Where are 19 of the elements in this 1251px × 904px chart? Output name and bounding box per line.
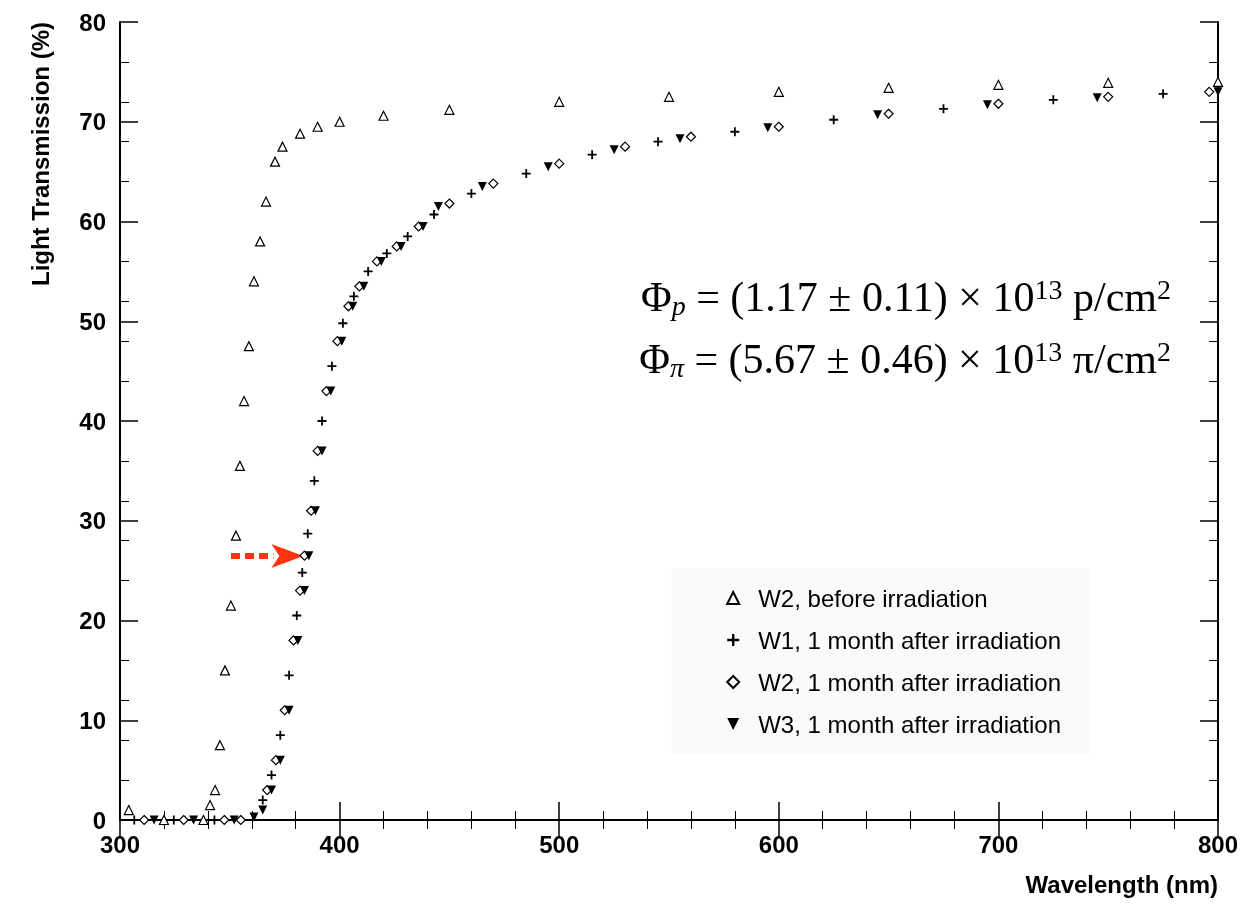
- legend-label: W3, 1 month after irradiation: [758, 710, 1062, 738]
- y-tick-label: 70: [79, 108, 106, 136]
- legend-label: W2, 1 month after irradiation: [758, 668, 1062, 696]
- y-tick-label: 30: [79, 507, 106, 535]
- x-tick-label: 800: [1197, 830, 1239, 858]
- y-tick-label: 60: [79, 208, 106, 235]
- x-tick-label: 700: [978, 830, 1019, 858]
- legend-label: W1, 1 month after irradiation: [758, 626, 1062, 654]
- legend-label: W2, before irradiation: [758, 584, 988, 612]
- x-tick-label: 500: [539, 830, 580, 858]
- y-tick-label: 40: [79, 407, 106, 435]
- x-tick-label: 400: [319, 830, 360, 858]
- y-axis-title: Light Transmission (%): [26, 22, 54, 287]
- x-tick-label: 600: [758, 830, 799, 858]
- y-tick-label: 80: [79, 8, 106, 36]
- y-tick-label: 50: [79, 307, 106, 335]
- y-tick-label: 10: [79, 706, 106, 734]
- x-axis-title: Wavelength (nm): [1025, 870, 1218, 898]
- y-tick-label: 20: [79, 607, 106, 634]
